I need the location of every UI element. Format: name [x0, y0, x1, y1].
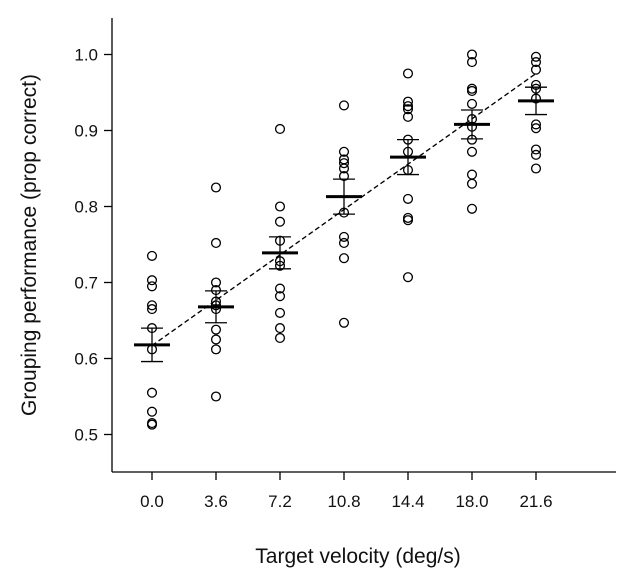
data-point-1-1 [210, 237, 222, 249]
data-point-1-8 [210, 334, 222, 345]
x-tick-label-5: 18.0 [455, 492, 488, 511]
data-point-4-4 [402, 111, 414, 122]
mean-markers [134, 86, 554, 363]
data-point-0-4 [146, 304, 158, 315]
y-tick-label-0: 0.5 [74, 426, 98, 445]
data-point-3-10 [338, 317, 350, 328]
data-point-6-7 [530, 123, 542, 134]
data-point-5-9 [466, 169, 478, 180]
data-point-0-7 [146, 387, 158, 398]
data-point-2-7 [274, 291, 286, 302]
data-point-2-10 [274, 332, 286, 344]
data-points [146, 49, 542, 430]
data-point-0-2 [146, 281, 158, 292]
data-point-4-1 [402, 96, 414, 107]
y-tick-label-5: 1.0 [74, 46, 98, 65]
data-point-0-1 [146, 275, 158, 286]
data-point-1-9 [210, 344, 222, 355]
data-point-3-7 [338, 231, 350, 242]
data-point-0-3 [146, 300, 158, 311]
data-point-5-0 [466, 49, 478, 60]
data-point-5-11 [466, 203, 478, 214]
data-point-3-1 [338, 146, 350, 157]
data-point-4-8 [402, 193, 414, 204]
y-tick-label-2: 0.7 [74, 274, 98, 293]
x-tick-label-4: 14.4 [391, 492, 424, 511]
data-point-6-0 [530, 51, 542, 62]
data-point-4-0 [402, 68, 414, 79]
x-tick-label-1: 3.6 [204, 492, 228, 511]
data-point-1-7 [210, 324, 222, 335]
data-point-1-10 [210, 391, 222, 402]
data-point-0-10 [146, 419, 158, 430]
data-point-5-4 [466, 98, 478, 109]
data-point-5-1 [466, 57, 478, 68]
data-point-2-9 [274, 323, 286, 334]
data-point-4-11 [402, 272, 414, 283]
data-point-6-2 [530, 64, 542, 75]
y-tick-label-4: 0.9 [74, 122, 98, 141]
data-point-2-1 [274, 201, 286, 212]
data-point-5-3 [466, 85, 478, 97]
data-point-3-3 [338, 158, 350, 169]
data-point-6-8 [530, 144, 542, 155]
data-point-2-0 [274, 123, 286, 135]
x-tick-label-2: 7.2 [268, 492, 292, 511]
data-point-5-8 [466, 146, 478, 157]
x-tick-label-3: 10.8 [327, 492, 360, 511]
y-ticks: 0.5 0.6 0.7 0.8 0.9 1.0 [74, 46, 112, 445]
y-axis-title: Grouping performance (prop correct) [18, 74, 41, 416]
x-ticks: 0.0 3.6 7.2 10.8 14.4 18.0 21.6 [140, 472, 553, 511]
x-tick-label-6: 21.6 [519, 492, 552, 511]
data-point-3-4 [338, 163, 350, 174]
data-point-3-0 [338, 100, 350, 111]
data-point-6-6 [530, 119, 542, 130]
axes [111, 18, 616, 473]
x-tick-label-0: 0.0 [140, 492, 164, 511]
data-point-3-9 [338, 253, 350, 264]
data-point-6-9 [530, 149, 542, 160]
y-tick-label-3: 0.8 [74, 198, 98, 217]
data-point-4-10 [402, 215, 414, 226]
data-point-1-2 [210, 277, 222, 288]
data-point-2-2 [274, 216, 286, 227]
data-point-4-3 [402, 104, 414, 115]
data-point-4-2 [402, 101, 414, 112]
data-point-6-1 [530, 57, 542, 68]
y-tick-label-1: 0.6 [74, 350, 98, 369]
data-point-1-0 [210, 182, 222, 193]
data-point-2-8 [274, 307, 286, 318]
data-point-6-10 [530, 163, 542, 174]
data-point-0-0 [146, 250, 158, 261]
data-point-5-10 [466, 178, 478, 189]
x-axis-title: Target velocity (deg/s) [255, 545, 460, 568]
data-point-3-8 [338, 237, 350, 249]
data-point-2-6 [274, 283, 286, 294]
data-point-0-8 [146, 406, 158, 417]
